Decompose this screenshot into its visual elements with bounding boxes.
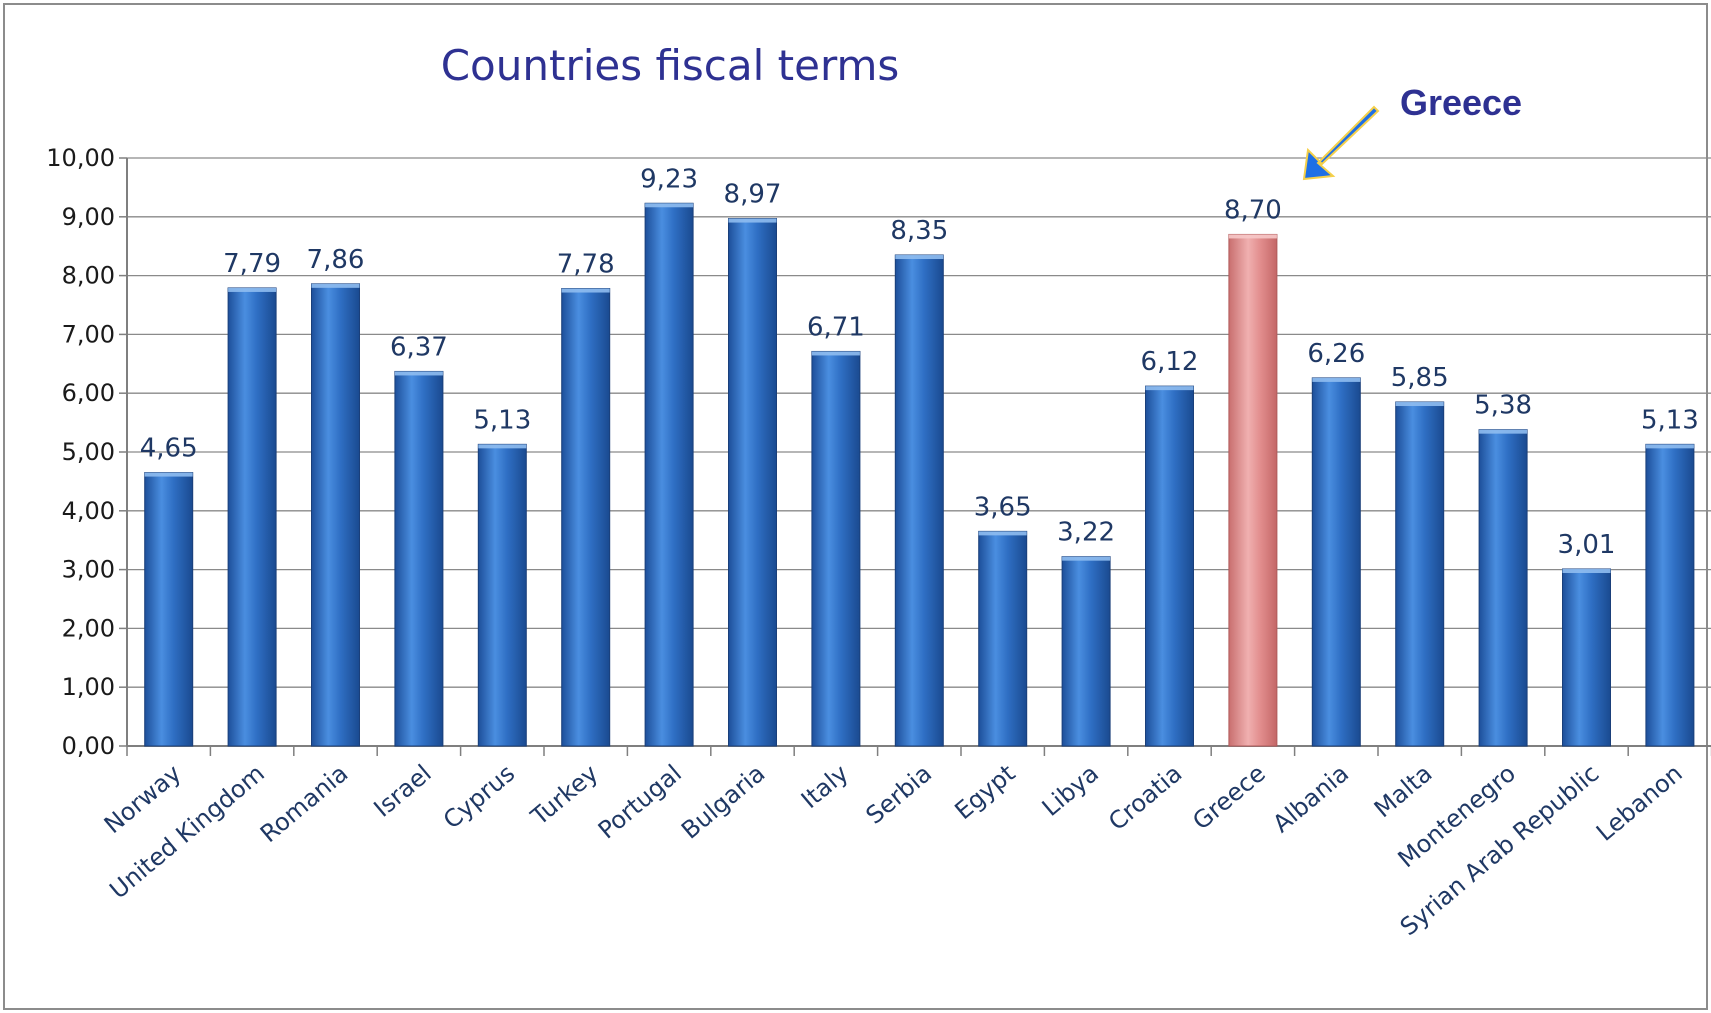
data-label: 3,01 (1558, 530, 1616, 560)
data-label: 5,13 (1641, 405, 1699, 435)
data-label: 4,65 (140, 434, 198, 464)
bar-cap (311, 283, 360, 288)
bar-cap (978, 531, 1027, 536)
y-tick-label: 3,00 (62, 556, 115, 584)
bar-cap (1562, 569, 1611, 574)
y-tick-label: 0,00 (62, 732, 115, 760)
bar (1395, 401, 1445, 747)
y-tick-label: 4,00 (62, 497, 115, 525)
y-tick-label: 2,00 (62, 614, 115, 642)
bar (311, 283, 360, 747)
data-label: 8,70 (1224, 195, 1282, 225)
bar (728, 218, 777, 747)
data-label: 3,65 (974, 492, 1032, 522)
y-tick-label: 1,00 (62, 673, 115, 701)
bar-cap (645, 203, 694, 208)
bar (1645, 443, 1695, 747)
bar (1061, 556, 1111, 747)
bar-cap (728, 218, 777, 223)
bar (1311, 377, 1361, 747)
data-label: 9,23 (640, 164, 698, 194)
data-label: 6,12 (1141, 347, 1199, 377)
bar (978, 530, 1028, 747)
y-tick-label: 8,00 (62, 262, 115, 290)
bar-cap (561, 288, 610, 293)
bar-cap (1645, 444, 1694, 449)
bar (394, 370, 444, 747)
bar (561, 288, 611, 747)
bar-cap (394, 371, 443, 376)
data-label: 6,37 (390, 332, 448, 362)
y-tick-label: 5,00 (62, 438, 115, 466)
bar (894, 254, 944, 747)
data-label: 6,71 (807, 312, 865, 342)
data-label: 7,78 (557, 250, 615, 280)
data-label: 8,97 (724, 180, 782, 210)
bar (144, 472, 194, 747)
axes: 0,00 1,00 2,00 3,00 4,00 5,00 6,00 7,00 8,00 9,00… (46, 144, 1711, 760)
bar (477, 443, 527, 747)
bar-cap (144, 472, 193, 477)
bar (1145, 385, 1194, 747)
bar (644, 202, 694, 747)
bar-cap (1395, 402, 1444, 407)
bar-cap (478, 444, 527, 449)
bar (1478, 429, 1528, 747)
y-tick-label: 9,00 (62, 203, 115, 231)
annotation-label: Greece (1400, 82, 1522, 123)
bar-highlight (1228, 233, 1278, 747)
data-label: 7,86 (307, 245, 365, 275)
data-label: 5,85 (1391, 363, 1449, 393)
data-label: 6,26 (1307, 339, 1365, 369)
bar-cap (1312, 377, 1361, 382)
data-labels: 4,65 7,79 7,86 6,37 5,13 7,78 9,23 8,97 6,71 8,35… (140, 164, 1699, 560)
data-label: 5,13 (473, 405, 531, 435)
bar-cap (1145, 386, 1194, 391)
bar-cap (811, 351, 860, 356)
bar (811, 350, 861, 747)
bar-cap (228, 287, 277, 292)
data-label: 3,22 (1057, 518, 1115, 548)
data-label: 7,79 (223, 249, 281, 279)
y-tick-label: 7,00 (62, 320, 115, 348)
arrow-icon (1302, 105, 1380, 181)
bar (1562, 568, 1611, 747)
annotation: Greece (1302, 82, 1522, 181)
data-label: 5,38 (1474, 391, 1532, 421)
bar-cap (895, 255, 944, 260)
y-tick-label: 10,00 (46, 144, 115, 172)
bar-cap (1479, 429, 1528, 434)
data-label: 8,35 (890, 216, 948, 246)
chart-title: Countries fiscal terms (441, 41, 900, 90)
bar-cap (1228, 234, 1277, 239)
bar-cap (1062, 556, 1111, 561)
y-tick-label: 6,00 (62, 379, 115, 407)
bar (227, 287, 277, 747)
bars (144, 202, 1695, 747)
